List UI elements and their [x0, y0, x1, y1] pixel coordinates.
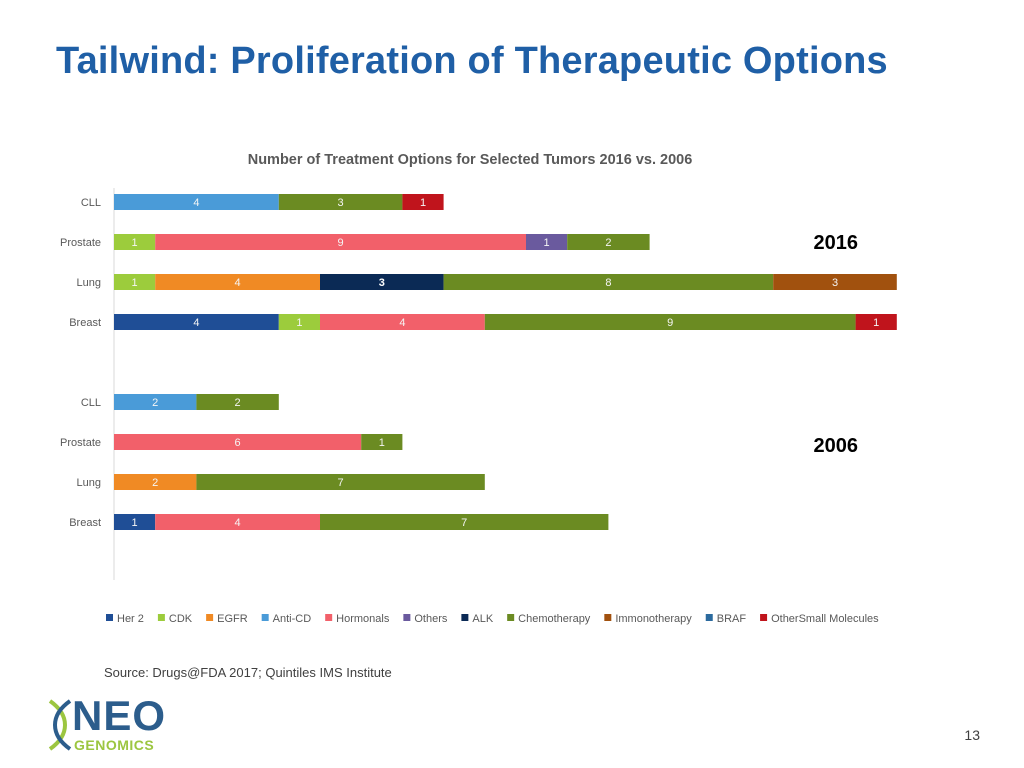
source-note: Source: Drugs@FDA 2017; Quintiles IMS In…	[104, 665, 392, 680]
bar-segment	[114, 434, 362, 450]
bar-segment	[114, 234, 156, 250]
data-label: 6	[235, 437, 241, 449]
bar-segment	[114, 194, 279, 210]
legend-swatch	[461, 614, 469, 621]
data-label: 8	[605, 277, 611, 289]
legend-entry: CDK	[169, 613, 193, 625]
data-label: 4	[235, 277, 241, 289]
legend-entry: Chemotherapy	[518, 613, 591, 625]
neogenomics-logo: NEO GENOMICS	[40, 692, 190, 757]
data-label: 1	[132, 517, 138, 529]
data-label: 9	[667, 317, 673, 329]
legend-swatch	[604, 614, 612, 621]
legend-swatch	[760, 614, 768, 621]
bar-segment	[278, 194, 403, 210]
legend-swatch	[106, 614, 113, 621]
category-label: Breast	[69, 517, 101, 529]
legend-entry: Immonotherapy	[615, 613, 692, 625]
legend-swatch	[705, 614, 713, 621]
data-label: 3	[379, 277, 385, 289]
bar-segment	[320, 274, 444, 290]
bar-segment	[320, 514, 609, 530]
data-label: 1	[420, 197, 426, 209]
bar-segment	[773, 274, 897, 290]
data-label: 2	[152, 397, 158, 409]
data-label: 1	[544, 237, 550, 249]
legend-swatch	[507, 614, 515, 621]
legend-entry: Anti-CD	[273, 613, 312, 625]
legend-entry: BRAF	[717, 613, 747, 625]
data-label: 1	[296, 317, 302, 329]
bar-segment	[320, 314, 485, 330]
data-label: 3	[338, 197, 344, 209]
slide-title: Tailwind: Proliferation of Therapeutic O…	[56, 40, 888, 82]
logo-wordmark: NEO	[72, 692, 167, 739]
category-label: Lung	[77, 277, 101, 289]
bar-segment	[114, 314, 279, 330]
legend-swatch	[325, 614, 333, 621]
data-label: 4	[193, 197, 199, 209]
stacked-bar-chart: Number of Treatment Options for Selected…	[60, 152, 897, 625]
group-label-2016: 2016	[814, 232, 859, 254]
category-label: Breast	[69, 317, 101, 329]
data-label: 3	[832, 277, 838, 289]
group-label-2006: 2006	[814, 435, 859, 457]
bar-segment	[155, 234, 526, 250]
data-label: 1	[379, 437, 385, 449]
legend-entry: Others	[414, 613, 448, 625]
legend-swatch	[206, 614, 214, 621]
legend-entry: ALK	[472, 613, 493, 625]
legend-entry: Hormonals	[336, 613, 390, 625]
data-label: 2	[235, 397, 241, 409]
legend-swatch	[403, 614, 411, 621]
data-label: 1	[132, 277, 138, 289]
bar-segment	[526, 234, 568, 250]
data-label: 9	[338, 237, 344, 249]
data-label: 1	[132, 237, 138, 249]
chart-title: Number of Treatment Options for Selected…	[248, 152, 693, 168]
data-label: 4	[193, 317, 199, 329]
page-number: 13	[964, 727, 980, 743]
bar-segment	[114, 274, 156, 290]
legend-entry: Her 2	[117, 613, 144, 625]
category-label: Prostate	[60, 237, 101, 249]
bar-segment	[114, 514, 156, 530]
bar-segment	[155, 514, 320, 530]
logo-subtitle: GENOMICS	[74, 737, 155, 753]
category-label: CLL	[81, 197, 101, 209]
category-label: Lung	[77, 477, 101, 489]
legend-entry: OtherSmall Molecules	[771, 613, 879, 625]
legend-swatch	[261, 614, 269, 621]
bar-segment	[155, 274, 320, 290]
bar-segment	[114, 474, 197, 490]
bar-segment	[196, 394, 279, 410]
bar-segment	[567, 234, 650, 250]
legend-entry: EGFR	[217, 613, 248, 625]
bar-segment	[484, 314, 856, 330]
bar-segment	[196, 474, 485, 490]
dna-helix-icon	[48, 699, 72, 751]
bar-segment	[443, 274, 774, 290]
bar-segment	[114, 394, 197, 410]
data-label: 1	[873, 317, 879, 329]
data-label: 4	[399, 317, 405, 329]
bar-segment	[855, 314, 897, 330]
bar-segment	[361, 434, 403, 450]
data-label: 2	[152, 477, 158, 489]
category-label: CLL	[81, 397, 101, 409]
data-label: 2	[605, 237, 611, 249]
bar-segment	[278, 314, 320, 330]
bar-segment	[402, 194, 444, 210]
data-label: 4	[235, 517, 241, 529]
legend-swatch	[157, 614, 165, 621]
data-label: 7	[461, 517, 467, 529]
category-label: Prostate	[60, 437, 101, 449]
data-label: 7	[338, 477, 344, 489]
